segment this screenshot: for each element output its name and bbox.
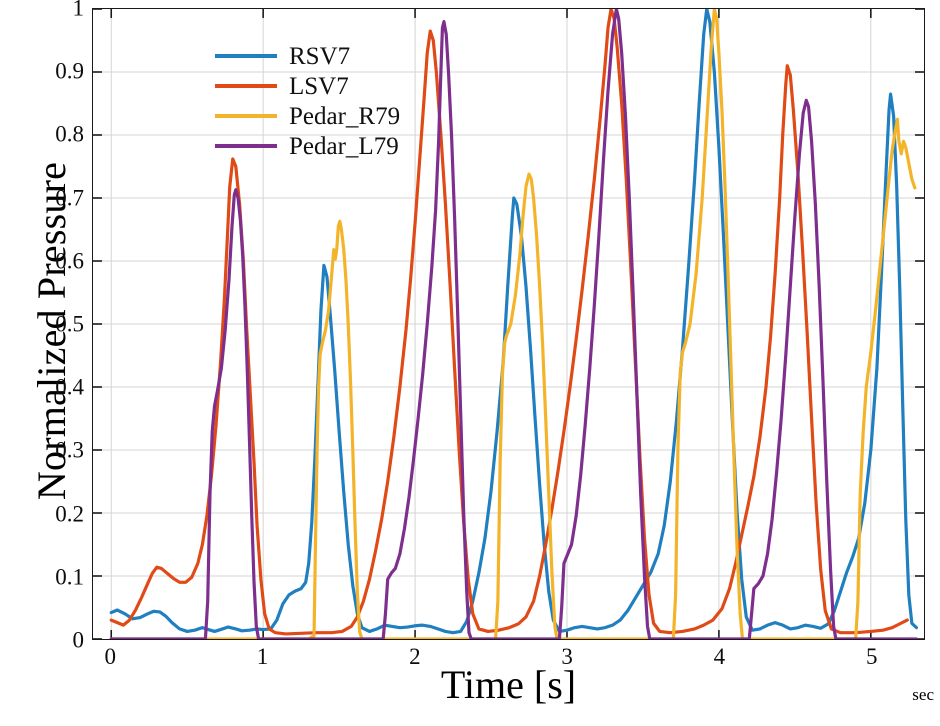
x-axis-ticks: 0 1 2 3 4 5 xyxy=(92,645,925,679)
legend-label: LSV7 xyxy=(289,72,349,100)
y-axis-ticks: 0 0.1 0.2 0.3 0.4 0.5 0.6 0.7 0.8 0.9 1 xyxy=(16,0,84,652)
legend-label: RSV7 xyxy=(289,42,351,70)
y-tick-label: 0 xyxy=(72,627,85,653)
x-tick-label: 5 xyxy=(865,644,878,669)
legend-color-swatch xyxy=(215,114,277,118)
series-line-pedar_l79 xyxy=(109,9,919,639)
legend-item[interactable]: Pedar_R79 xyxy=(215,101,400,131)
unit-annotation: sec xyxy=(912,685,934,704)
plot-canvas xyxy=(93,9,924,639)
legend-label: Pedar_L79 xyxy=(289,132,399,160)
x-tick-label: 1 xyxy=(256,644,269,669)
series-line-pedar_r79 xyxy=(109,9,917,639)
x-axis-label: Time [s] xyxy=(440,662,577,707)
y-tick-label: 0.4 xyxy=(55,374,84,400)
y-tick-label: 0.8 xyxy=(55,121,84,147)
x-tick-label: 2 xyxy=(409,644,421,669)
legend-color-swatch xyxy=(215,54,277,58)
series-line-lsv7 xyxy=(109,9,909,636)
legend-item[interactable]: Pedar_L79 xyxy=(215,131,400,161)
y-tick-label: 0.1 xyxy=(55,564,84,590)
tick-marks xyxy=(93,9,924,639)
y-tick-label: 0.5 xyxy=(55,311,84,337)
plot-area: RSV7 LSV7 Pedar_R79 Pedar_L79 xyxy=(92,8,925,640)
y-tick-label: 0.7 xyxy=(55,185,84,211)
legend-label: Pedar_R79 xyxy=(289,102,401,130)
x-tick-label: 4 xyxy=(713,644,726,669)
y-tick-label: 0.9 xyxy=(55,58,84,84)
y-tick-label: 0.2 xyxy=(55,501,84,527)
legend-color-swatch xyxy=(215,144,277,148)
x-tick-label: 0 xyxy=(104,644,117,669)
data-series-group xyxy=(109,9,919,639)
legend-item[interactable]: LSV7 xyxy=(215,71,400,101)
legend-item[interactable]: RSV7 xyxy=(215,41,400,71)
y-tick-label: 1 xyxy=(72,0,85,21)
legend-color-swatch xyxy=(215,84,277,88)
chart-legend: RSV7 LSV7 Pedar_R79 Pedar_L79 xyxy=(211,37,410,167)
y-tick-label: 0.6 xyxy=(55,248,84,274)
x-tick-label: 3 xyxy=(561,644,573,669)
y-tick-label: 0.3 xyxy=(55,437,84,463)
series-line-rsv7 xyxy=(109,9,919,635)
